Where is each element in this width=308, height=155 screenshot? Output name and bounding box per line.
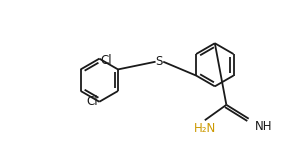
- Text: NH: NH: [255, 120, 272, 133]
- Text: Cl: Cl: [101, 54, 112, 67]
- Text: S: S: [156, 55, 163, 68]
- Text: Cl: Cl: [86, 95, 98, 108]
- Text: H₂N: H₂N: [194, 122, 216, 135]
